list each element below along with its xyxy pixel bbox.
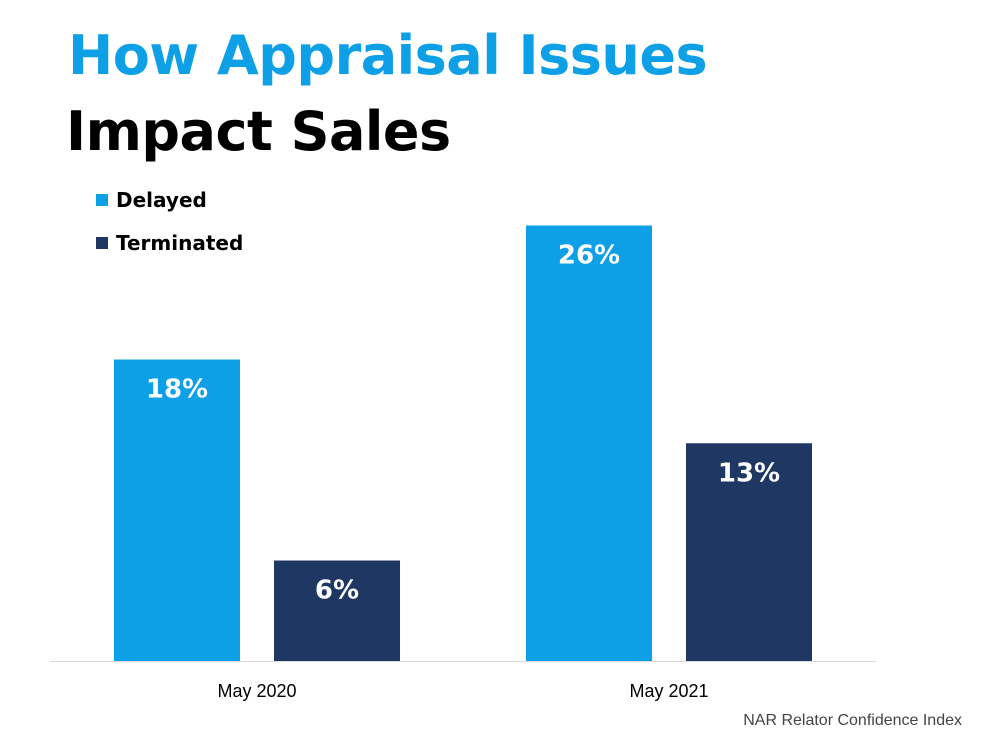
bar-delayed-1 [526,225,652,661]
legend: Delayed Terminated [96,186,243,272]
legend-item-delayed: Delayed [96,186,243,214]
source-note: NAR Relator Confidence Index [743,712,962,729]
legend-swatch-terminated [96,237,108,249]
chart-title-line2: Impact Sales [66,100,451,163]
legend-label-delayed: Delayed [116,188,207,212]
data-label-delayed-0: 18% [146,375,208,405]
data-label-terminated-0: 6% [315,576,359,606]
bar-terminated-1 [686,443,812,661]
x-tick-label-0: May 2020 [217,681,296,701]
bar-delayed-0 [114,359,240,661]
x-tick-label-1: May 2021 [629,681,708,701]
legend-label-terminated: Terminated [116,231,244,255]
data-label-terminated-1: 13% [718,458,780,488]
chart-title-line1: How Appraisal Issues [68,24,708,87]
legend-swatch-delayed [96,194,108,206]
bar-terminated-0 [274,560,400,661]
legend-item-terminated: Terminated [96,229,243,257]
data-label-delayed-1: 26% [558,241,620,271]
